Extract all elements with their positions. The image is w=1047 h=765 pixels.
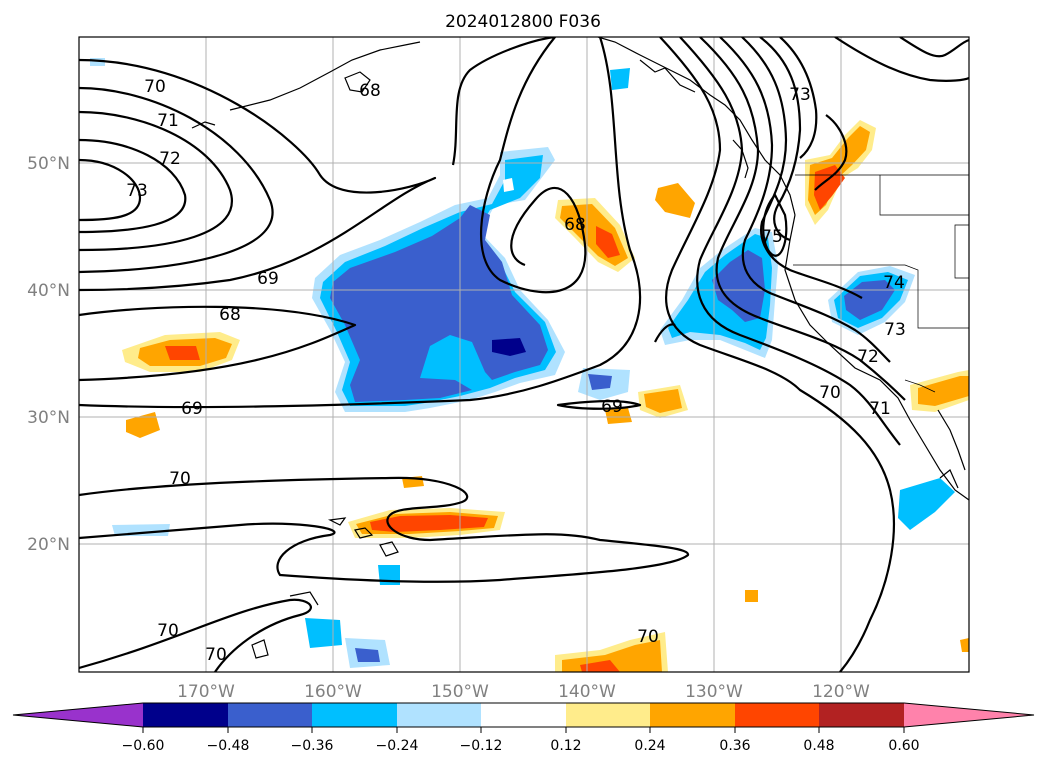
colorbar-segment <box>228 703 312 727</box>
contour-label: 70 <box>157 621 179 641</box>
colorbar-segment <box>904 703 1034 727</box>
contour-label: 73 <box>126 181 148 201</box>
neg-anomaly-region <box>588 374 612 390</box>
colorbar-label: −0.60 <box>122 738 165 754</box>
contour-label: 74 <box>883 273 905 293</box>
colorbar-segment <box>143 703 228 727</box>
lon-label: 170°W <box>177 682 235 702</box>
colorbar-segment <box>397 703 481 727</box>
contour-label: 68 <box>359 81 381 101</box>
contour-label: 70 <box>637 627 659 647</box>
contour-label: 71 <box>157 111 179 131</box>
pos-anomaly-region <box>655 183 695 218</box>
colorbar-ticks <box>142 727 905 733</box>
pos-anomaly-region <box>165 346 200 360</box>
colorbar-label: 0.12 <box>550 738 581 754</box>
pos-anomaly-region <box>814 165 845 210</box>
pos-anomaly-region <box>960 638 969 652</box>
colorbar: −0.60 −0.48 −0.36 −0.24 −0.12 0.12 0.24 … <box>12 702 1035 754</box>
contour-label: 72 <box>159 149 181 169</box>
lon-label: 120°W <box>812 682 870 702</box>
pos-anomaly-region <box>644 389 682 413</box>
colorbar-label: 0.36 <box>719 738 750 754</box>
colorbar-label: −0.24 <box>376 738 419 754</box>
plot-title: 2024012800 F036 <box>445 12 601 32</box>
lon-label: 140°W <box>558 682 616 702</box>
contour-label: 68 <box>564 215 586 235</box>
lon-label: 130°W <box>685 682 743 702</box>
colorbar-label: 0.60 <box>888 738 919 754</box>
contour-label: 71 <box>869 399 891 419</box>
lon-label: 150°W <box>431 682 489 702</box>
contour-label: 69 <box>257 269 279 289</box>
colorbar-segment <box>819 703 904 727</box>
contour-label: 68 <box>219 305 241 325</box>
colorbar-segment <box>312 703 397 727</box>
neg-anomaly-hole <box>503 178 514 192</box>
coastlines <box>191 37 969 659</box>
colorbar-label: −0.48 <box>207 738 250 754</box>
pos-anomaly-region <box>596 226 620 258</box>
lat-label: 30°N <box>27 408 70 428</box>
neg-anomaly-region <box>610 68 630 90</box>
map-frame <box>78 36 970 673</box>
map-panel: 70 71 72 73 68 69 68 69 70 70 70 68 69 7… <box>79 37 969 672</box>
neg-anomaly-region <box>330 205 548 402</box>
contour-labels: 70 71 72 73 68 69 68 69 70 70 70 68 69 7… <box>126 77 906 665</box>
pos-anomaly-region <box>605 408 632 424</box>
neg-anomaly-region <box>355 648 380 662</box>
pos-anomaly-region <box>580 660 620 672</box>
pos-anomaly-region <box>918 376 969 406</box>
lon-label: 160°W <box>304 682 362 702</box>
latitude-labels: 50°N 40°N 30°N 20°N <box>27 154 70 555</box>
colorbar-label: 0.48 <box>803 738 834 754</box>
neg-anomaly-region <box>712 250 765 322</box>
contour-label: 69 <box>601 397 623 417</box>
longitude-labels: 170°W 160°W 150°W 140°W 130°W 120°W <box>177 682 870 702</box>
contour-label: 73 <box>884 320 906 340</box>
contour-label: 70 <box>169 469 191 489</box>
colorbar-segment <box>13 703 143 727</box>
contour-label: 70 <box>205 645 227 665</box>
colorbar-segment <box>481 703 566 727</box>
contour-label: 69 <box>181 399 203 419</box>
lat-label: 20°N <box>27 535 70 555</box>
lat-label: 40°N <box>27 281 70 301</box>
neg-anomaly-region <box>112 524 170 536</box>
lat-label: 50°N <box>27 154 70 174</box>
colorbar-label: 0.24 <box>634 738 665 754</box>
anomaly-fills <box>90 58 969 672</box>
pos-anomaly-region <box>370 515 488 532</box>
colorbar-segment <box>650 703 735 727</box>
pos-anomaly-region <box>745 590 758 602</box>
pos-anomaly-region <box>126 412 160 438</box>
contour-label: 72 <box>857 347 879 367</box>
borders <box>793 174 969 393</box>
contour-label: 70 <box>144 77 166 97</box>
neg-anomaly-region <box>898 478 955 530</box>
contour-label: 73 <box>789 85 811 105</box>
contour-label: 70 <box>819 383 841 403</box>
colorbar-label: −0.36 <box>291 738 334 754</box>
colorbar-segment <box>735 703 819 727</box>
colorbar-label: −0.12 <box>460 738 503 754</box>
contour-label: 75 <box>761 227 783 247</box>
graticule <box>79 37 969 672</box>
neg-anomaly-max <box>492 338 526 356</box>
colorbar-segment <box>566 703 650 727</box>
neg-anomaly-region <box>305 618 342 648</box>
height-contours <box>79 37 969 672</box>
